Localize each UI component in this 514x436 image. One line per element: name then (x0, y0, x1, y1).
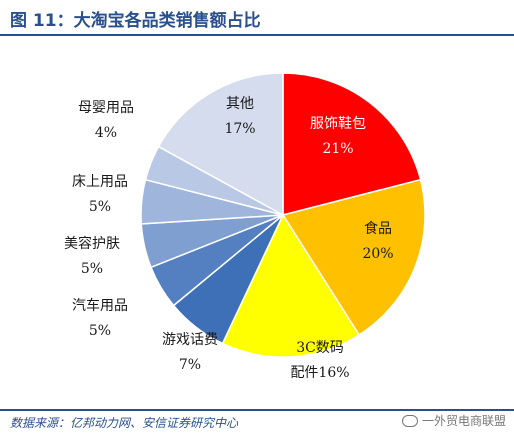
slice-label-2: 食品 (364, 220, 392, 237)
watermark: 一外贸电商联盟 (401, 412, 506, 429)
slice-label-4: 游戏话费 (162, 332, 218, 348)
slice-label-7: 床上用品 (72, 174, 128, 190)
slice-value-7: 5% (89, 199, 111, 215)
slice-value-4: 7% (179, 357, 201, 373)
footer-divider (0, 409, 514, 411)
slice-label-9: 其他 (226, 96, 254, 112)
slice-value-8: 4% (95, 125, 117, 141)
pie-slice-9 (157, 72, 284, 217)
slice-label-8: 母婴用品 (78, 100, 134, 116)
pie-slice-1 (282, 72, 422, 216)
slice-value-1: 21% (322, 141, 353, 157)
slice-value-6: 5% (81, 261, 103, 277)
slice-value-5: 5% (89, 323, 111, 339)
slice-value-2: 20% (362, 246, 393, 262)
slice-label-1: 服饰鞋包 (310, 116, 366, 132)
wechat-icon (401, 414, 418, 427)
slice-value-9: 17% (224, 121, 255, 137)
pie-slice-3 (221, 213, 361, 358)
page-title: 图 11：大淘宝各品类销售额占比 (10, 11, 261, 31)
title-divider (0, 34, 514, 36)
watermark-text: 一外贸电商联盟 (421, 414, 506, 428)
slice-label-6: 美容护肤 (64, 235, 120, 252)
slice-label-3: 3C数码 (296, 340, 344, 356)
slice-value-3: 配件16% (290, 365, 349, 381)
source-note: 数据来源：亿邦动力网、安信证券研究中心 (10, 416, 239, 430)
slice-label-5: 汽车用品 (72, 297, 128, 314)
pie-slice-2 (281, 178, 426, 336)
